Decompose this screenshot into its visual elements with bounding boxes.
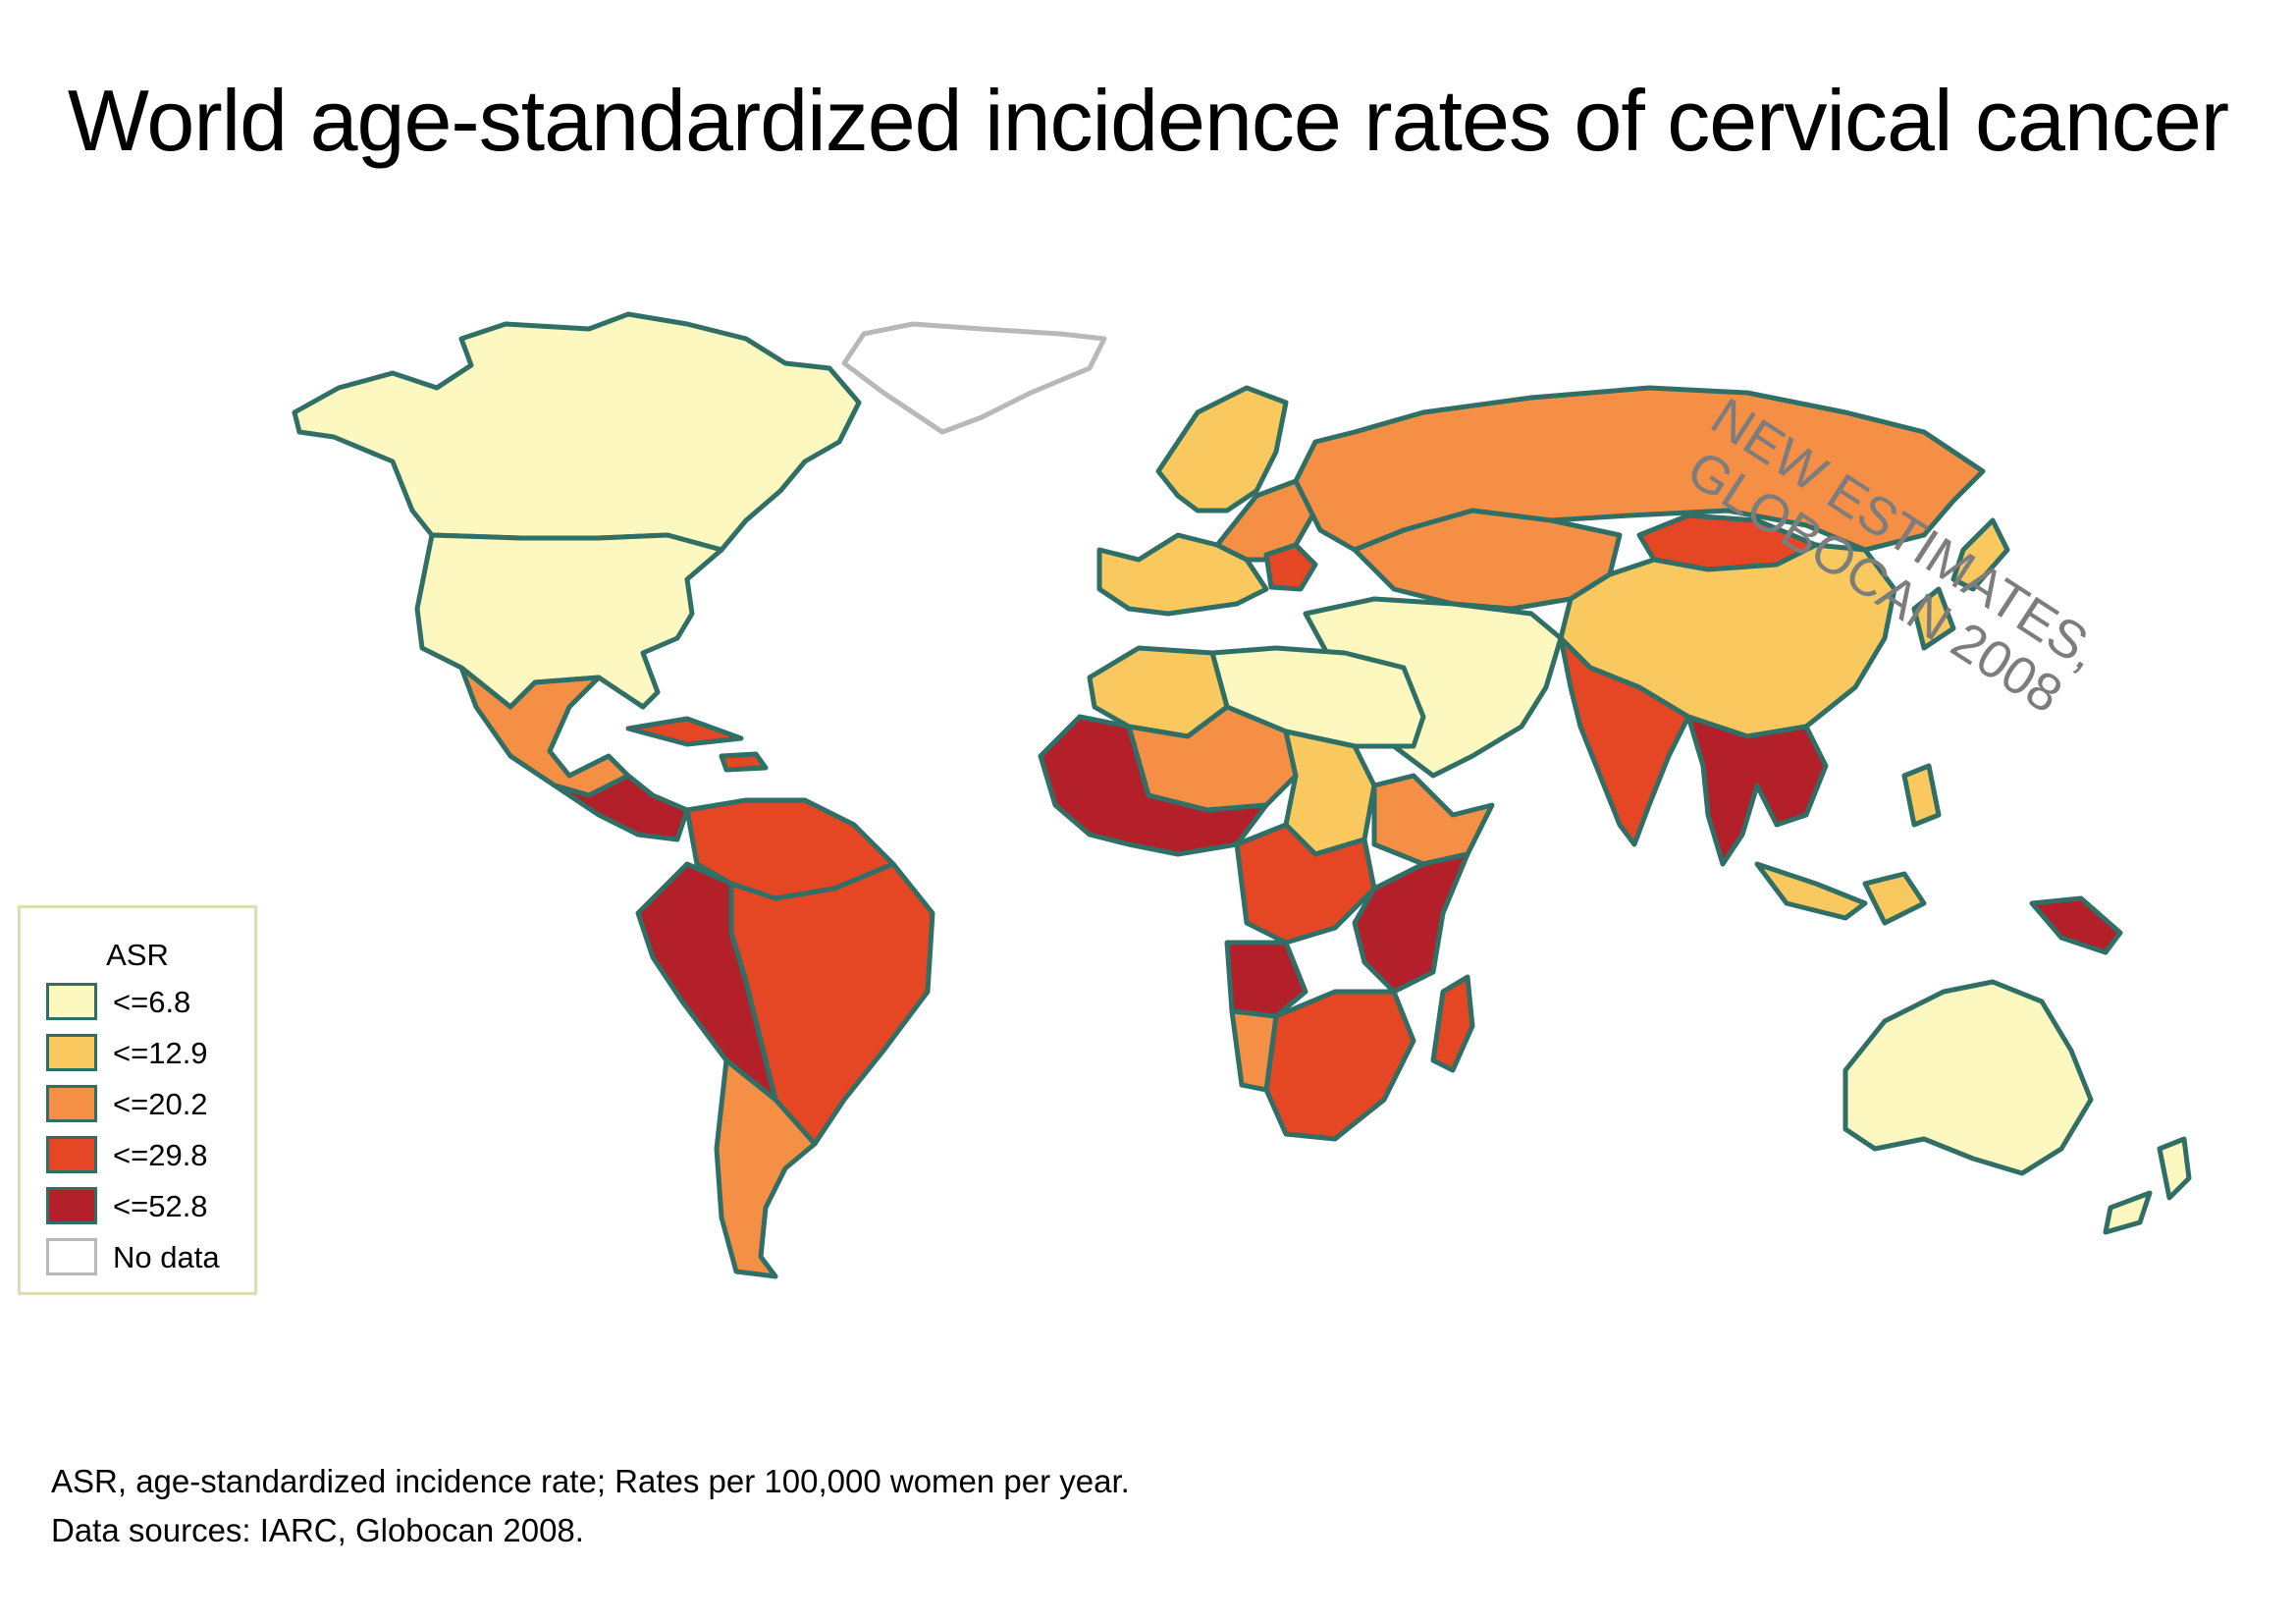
legend-swatch (46, 1136, 97, 1173)
region (1263, 989, 1416, 1142)
region (1224, 940, 1308, 1019)
legend-label: <=52.8 (113, 1189, 208, 1223)
footnote-sources: Data sources: IARC, Globocan 2008. (51, 1512, 584, 1548)
legend-swatch (46, 1085, 97, 1122)
legend-title: ASR (106, 938, 169, 972)
footnote-asr: ASR, age-standardized incidence rate; Ra… (51, 1463, 1130, 1499)
region (635, 861, 778, 1103)
region (714, 1057, 818, 1279)
region (1155, 385, 1289, 514)
region (1096, 532, 1269, 617)
legend-label: <=20.2 (113, 1087, 208, 1121)
region (1558, 635, 1691, 847)
legend-swatch (46, 983, 97, 1020)
region (1911, 517, 2010, 651)
region (292, 311, 862, 553)
map-title: World age-standardized incidence rates o… (67, 72, 2229, 169)
region (1754, 763, 1942, 926)
region (625, 716, 769, 773)
region (2029, 895, 2123, 955)
map-legend: ASR <=6.8 <=12.9 <=20.2 <=29.8 <=52.8 No… (18, 905, 257, 1295)
region (1038, 714, 1269, 857)
region (1430, 974, 1475, 1073)
region (2103, 1136, 2192, 1235)
region (458, 665, 631, 798)
region (1371, 773, 1495, 867)
legend-label: <=29.8 (113, 1138, 208, 1172)
region (1685, 714, 1829, 867)
legend-swatch (46, 1238, 97, 1275)
legend-label: <=12.9 (113, 1036, 208, 1070)
legend-label: <=6.8 (113, 985, 191, 1019)
region (414, 532, 724, 710)
region (1214, 478, 1318, 563)
region (1842, 979, 2094, 1176)
region (841, 321, 1107, 435)
legend-label: No data (113, 1240, 220, 1274)
region (1229, 1008, 1279, 1093)
region (1352, 851, 1470, 995)
region (1263, 542, 1318, 592)
legend-swatch (46, 1034, 97, 1071)
legend-swatch (46, 1187, 97, 1224)
